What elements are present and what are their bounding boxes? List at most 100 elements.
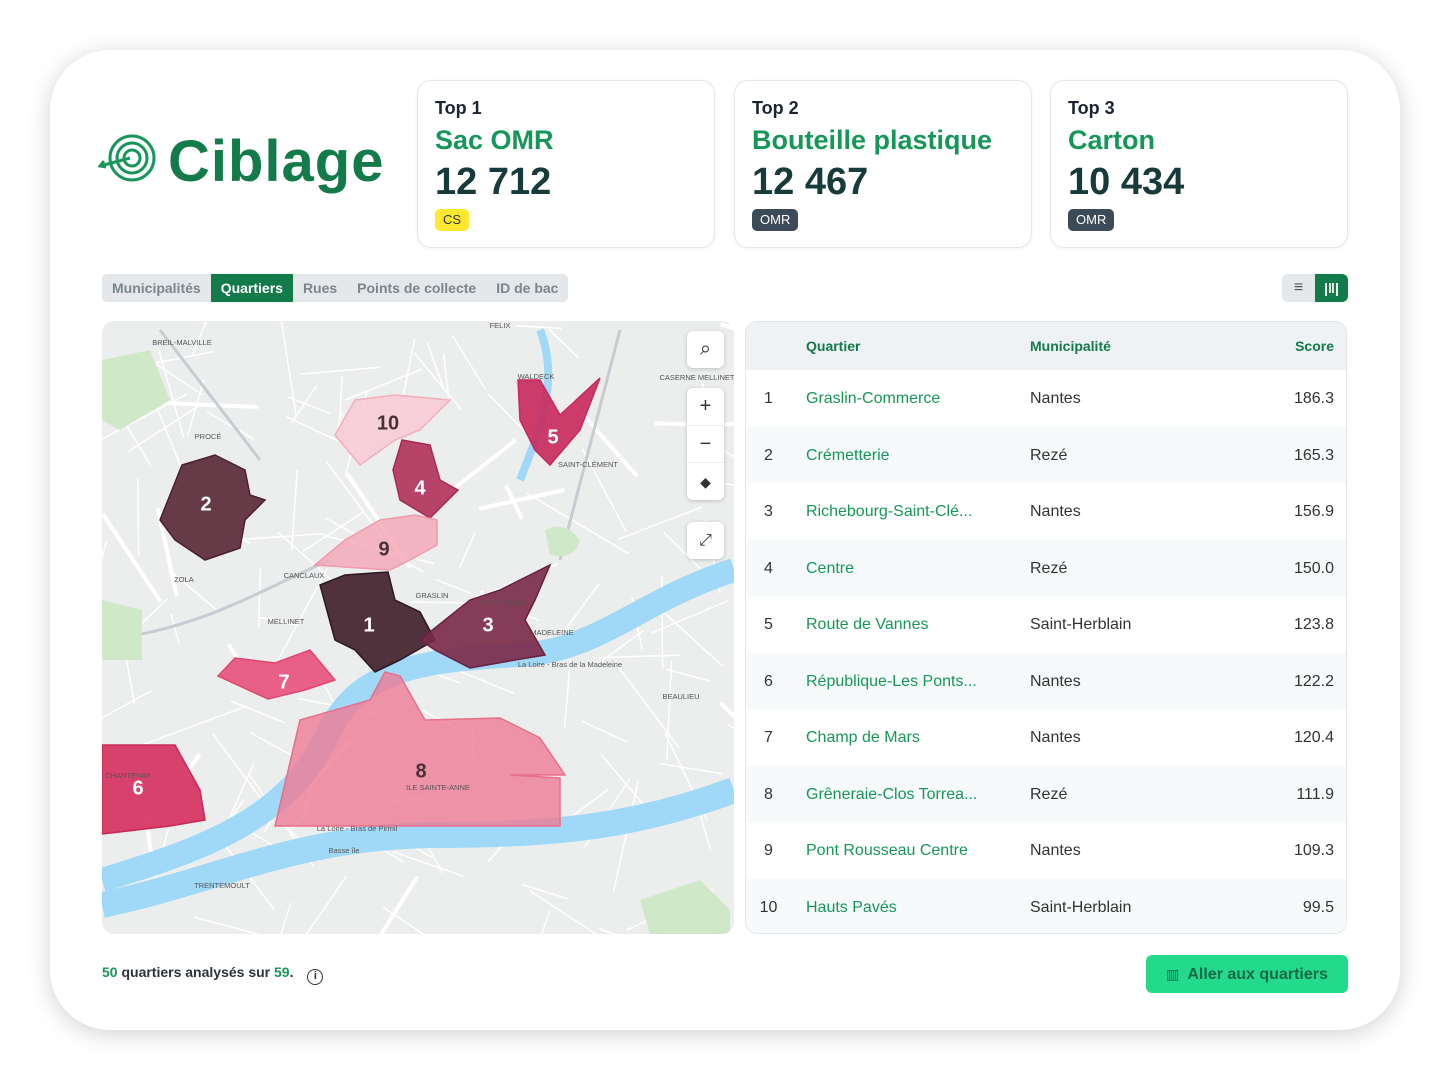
logo-icon	[98, 134, 156, 182]
municipalite: Saint-Herblain	[1030, 898, 1132, 916]
zone-label: 7	[278, 671, 289, 693]
zone[interactable]	[517, 377, 601, 467]
rank: 7	[764, 729, 773, 746]
street	[459, 532, 476, 568]
zone-label: 4	[414, 477, 426, 499]
tab[interactable]: Rues	[302, 280, 338, 296]
count: 50	[102, 964, 118, 980]
zone[interactable]	[392, 439, 460, 519]
map-fullscreen[interactable]: ⤢	[687, 522, 724, 559]
compass[interactable]: ◆	[687, 462, 724, 500]
table-row[interactable]: 7 Champ de Mars Nantes 120.4	[746, 709, 1346, 766]
municipalite: Rezé	[1030, 446, 1068, 464]
parks	[102, 350, 730, 934]
card-name: Sac OMR	[435, 125, 554, 155]
zone[interactable]	[334, 394, 452, 467]
place-label: MELLINET	[268, 617, 305, 626]
table-row[interactable]: 3 Richebourg-Saint-Clé... Nantes 156.9	[746, 483, 1346, 540]
street	[451, 335, 486, 390]
footer-summary: 50 quartiers analysés sur 59. i	[102, 964, 324, 985]
street	[167, 568, 219, 612]
zone-label: 6	[132, 777, 143, 799]
zone[interactable]	[418, 563, 552, 669]
button-icon: ▥	[1166, 966, 1180, 982]
street	[588, 629, 644, 672]
rank: 6	[764, 672, 773, 690]
zoom-out[interactable]: −	[687, 425, 724, 462]
street	[140, 598, 168, 625]
zone[interactable]	[313, 514, 438, 571]
quartier: Centre	[806, 559, 855, 577]
table-row[interactable]: 5 Route de Vannes Saint-Herblain 123.8	[746, 596, 1346, 653]
zone-label: 2	[200, 493, 211, 515]
street	[230, 700, 285, 724]
street	[302, 511, 364, 552]
street	[563, 644, 573, 729]
street	[666, 668, 711, 682]
place-label: ILE SAINTE-ANNE	[406, 783, 470, 792]
info-icon[interactable]: i	[307, 969, 324, 985]
zone-labels: 1 2 3 4 5 6 7 8 9 10	[132, 412, 558, 799]
street	[127, 402, 204, 453]
tab[interactable]: Quartiers	[210, 274, 293, 302]
street	[280, 902, 292, 934]
place-label: CASERNE MELLINET	[659, 373, 734, 382]
quartier: Route de Vannes	[806, 616, 929, 633]
place-label: La Loire - Bras de Pirmil	[317, 824, 398, 833]
map-search[interactable]: ⌕	[687, 331, 724, 368]
table-row[interactable]: 9 Pont Rousseau Centre Nantes 109.3	[746, 822, 1346, 879]
street	[338, 376, 344, 428]
street	[161, 400, 259, 409]
rank: 9	[764, 842, 773, 859]
view-toggle[interactable]: ≡ |‖|	[1282, 274, 1348, 302]
street	[275, 568, 328, 665]
tab[interactable]: ID de bac	[496, 280, 559, 296]
card-rank: Top 1	[435, 98, 482, 118]
score: 165.3	[1293, 446, 1334, 464]
table-row[interactable]: 10 Hauts Pavés Saint-Herblain 99.5	[746, 878, 1346, 933]
list-view[interactable]: ≡	[1293, 279, 1304, 296]
street	[392, 850, 464, 878]
quartier: République-Les Ponts...	[806, 672, 977, 690]
card-name: Carton	[1068, 125, 1155, 155]
quartier: Graslin-Commerce	[806, 390, 941, 407]
table-row[interactable]: 8 Grêneraie-Clos Torrea... Rezé 111.9	[746, 765, 1346, 823]
map-zoom[interactable]: + − ◆	[687, 388, 724, 500]
table-row[interactable]: 1 Graslin-Commerce Nantes 186.3	[746, 370, 1346, 427]
rank: 2	[764, 446, 773, 464]
card-rank: Top 2	[752, 98, 799, 118]
street	[193, 916, 261, 934]
street	[344, 368, 423, 401]
zone-label: 8	[415, 760, 426, 782]
place-label: SAINT-CLÉMENT	[558, 460, 618, 469]
quartier: Crémetterie	[806, 446, 890, 464]
street	[581, 448, 627, 532]
go-button[interactable]: ▥ Aller aux quartiers	[1146, 955, 1348, 993]
table-row[interactable]: 2 Crémetterie Rezé 165.3	[746, 426, 1346, 484]
zone-label: 9	[378, 538, 389, 560]
tab[interactable]: Municipalités	[112, 280, 201, 296]
table-row[interactable]: 4 Centre Rezé 150.0	[746, 539, 1346, 597]
rank: 4	[764, 559, 773, 577]
place-label: FELIX	[490, 321, 511, 330]
street	[286, 396, 331, 415]
street	[521, 883, 569, 900]
map[interactable]: 1 2 3 4 5 6 7 8 9 10 BREIL-MALVILLE FELIX WALDECK CA…	[102, 321, 734, 934]
place-label: TRENTEMOULT	[194, 881, 250, 890]
rank: 10	[759, 898, 778, 916]
split-view[interactable]: |‖|	[1315, 274, 1348, 302]
rank: 1	[764, 390, 773, 407]
tab[interactable]: Points de collecte	[357, 280, 477, 296]
zone-label: 10	[377, 412, 399, 434]
score: 150.0	[1293, 559, 1334, 577]
zone[interactable]	[102, 744, 206, 835]
card-tag: OMR	[1068, 209, 1115, 231]
zone-label: 1	[363, 614, 374, 636]
street	[305, 875, 347, 934]
table-row[interactable]: 6 République-Les Ponts... Nantes 122.2	[746, 652, 1346, 710]
zone[interactable]	[159, 454, 267, 561]
zone[interactable]	[216, 649, 337, 700]
zone[interactable]	[274, 671, 567, 827]
zoom-in[interactable]: +	[699, 395, 712, 417]
brand: Ciblage	[168, 129, 385, 194]
